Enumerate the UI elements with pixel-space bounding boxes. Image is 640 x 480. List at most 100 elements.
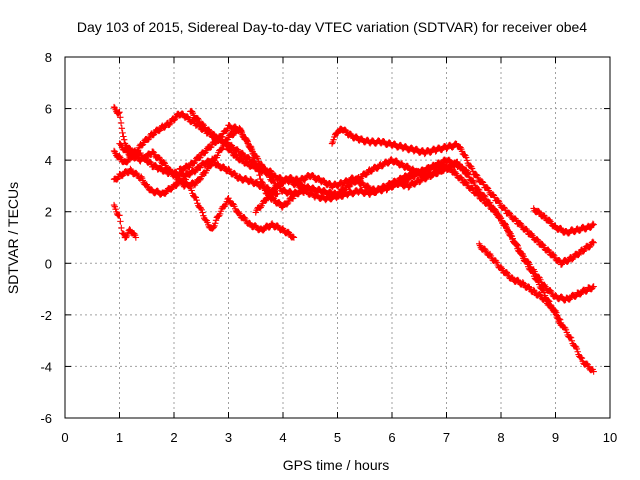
data-point [534,236,541,243]
data-point [335,129,342,136]
data-point [468,165,476,172]
data-point [124,158,131,166]
data-point [568,337,576,345]
data-point [501,220,508,227]
data-point [517,248,524,256]
data-point [572,293,579,300]
data-point [230,131,237,139]
data-point [119,230,127,237]
x-tick-label: 7 [443,430,450,445]
y-tick-label: 6 [45,102,52,117]
data-point [490,205,498,212]
data-point [479,195,487,202]
data-point [115,109,122,117]
data-point [171,116,178,123]
data-point [464,170,471,177]
series-sat-h [252,161,456,216]
data-point [239,150,246,157]
x-tick-label: 5 [334,430,341,445]
data-point [186,163,193,171]
data-point [463,179,470,186]
data-point [157,164,164,172]
data-point [188,187,195,194]
data-point [512,240,519,247]
data-point [218,146,225,153]
data-point [248,145,256,153]
data-point [328,140,336,147]
data-point [557,321,565,329]
data-point [161,124,168,131]
data-point [359,180,367,187]
x-tick-label: 2 [170,430,177,445]
data-point [578,355,586,362]
data-point [541,281,548,289]
y-tick-label: -6 [40,411,52,426]
data-point [212,220,219,227]
data-point [512,215,519,223]
data-point [547,287,554,294]
x-tick-label: 8 [497,430,504,445]
data-point [468,184,476,192]
data-point [541,294,548,302]
data-point [528,230,535,238]
data-point [539,285,546,293]
data-point [117,218,124,225]
data-point [469,185,477,193]
data-point [168,186,175,193]
data-point [503,269,511,276]
data-point [196,154,203,162]
data-point [535,277,542,285]
y-axis-label: SDTVAR / TECUs [5,182,21,294]
x-axis-label: GPS time / hours [283,457,390,473]
data-point [447,164,454,172]
data-point [524,227,531,234]
data-point [289,233,297,240]
data-point [583,288,590,295]
data-point [192,194,199,201]
data-point [118,224,125,232]
data-point [497,263,505,271]
y-tick-label: 0 [45,256,52,271]
data-point [221,139,228,146]
data-point [210,224,217,231]
data-point [207,144,214,151]
data-point [243,137,251,144]
data-point [191,168,199,176]
y-tick-label: 8 [45,50,52,65]
x-tick-label: 9 [552,430,559,445]
data-point [553,309,560,316]
data-point [590,221,597,228]
data-point [119,129,126,137]
data-point [173,182,180,189]
data-point [116,212,123,219]
data-point [268,191,275,198]
data-point [116,152,123,160]
data-point [118,125,126,132]
series-sat-k [383,160,597,375]
data-point [162,190,169,197]
data-point [508,233,515,240]
data-point [463,157,471,164]
data-point [132,234,140,241]
data-point [147,159,154,166]
data-point [545,246,552,254]
data-point [517,220,524,227]
data-point [491,206,498,213]
data-point [193,197,200,204]
x-tick-label: 4 [279,430,286,445]
data-point [120,136,128,143]
data-point [126,226,133,233]
x-tick-label: 10 [603,430,617,445]
data-point [553,312,561,319]
data-point [194,115,202,122]
data-point [138,173,145,180]
data-point [123,146,130,153]
y-tick-label: -2 [40,308,52,323]
data-point [530,270,537,277]
data-point [223,127,231,134]
data-point [589,220,597,228]
series-sat-i [328,125,597,268]
data-point [502,221,509,228]
data-point [199,120,207,128]
